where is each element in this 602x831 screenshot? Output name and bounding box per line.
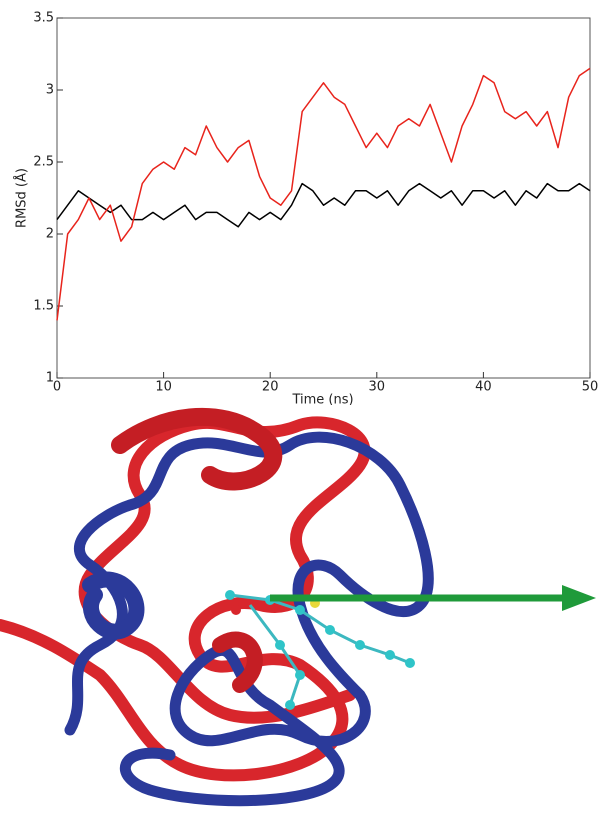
- x-tick-label: 10: [155, 380, 172, 395]
- direction-arrow: [270, 585, 596, 611]
- blue-helix: [82, 571, 145, 640]
- x-tick-label: 0: [53, 380, 61, 395]
- x-axis-label: Time (ns): [291, 393, 353, 406]
- series-line: [56, 67, 591, 321]
- chart: Time (ns) RMSd (Å) 1 1.5 2 2.5 3 3.5 0 10 20 30 40…: [14, 11, 599, 406]
- x-tick-label: 20: [262, 380, 279, 395]
- y-axis-label: RMSd (Å): [14, 168, 30, 228]
- plot-frame: [56, 17, 591, 379]
- ligand: [225, 590, 415, 710]
- y-tick-label: 1.5: [33, 299, 54, 314]
- blue-ribbon: [64, 431, 434, 807]
- y-tick-label: 3: [46, 83, 54, 98]
- x-tick-label: 30: [369, 380, 386, 395]
- protein-structure: [0, 407, 596, 807]
- y-tick-label: 1: [46, 371, 54, 386]
- y-tick-label: 2.5: [33, 155, 54, 170]
- red-helix: [111, 407, 283, 491]
- x-tick-label: 50: [582, 380, 599, 395]
- series-line: [56, 182, 591, 228]
- x-tick-label: 40: [475, 380, 492, 395]
- y-tick-label: 3.5: [33, 11, 54, 26]
- y-tick-label: 2: [46, 227, 54, 242]
- red-helix-2: [212, 631, 263, 693]
